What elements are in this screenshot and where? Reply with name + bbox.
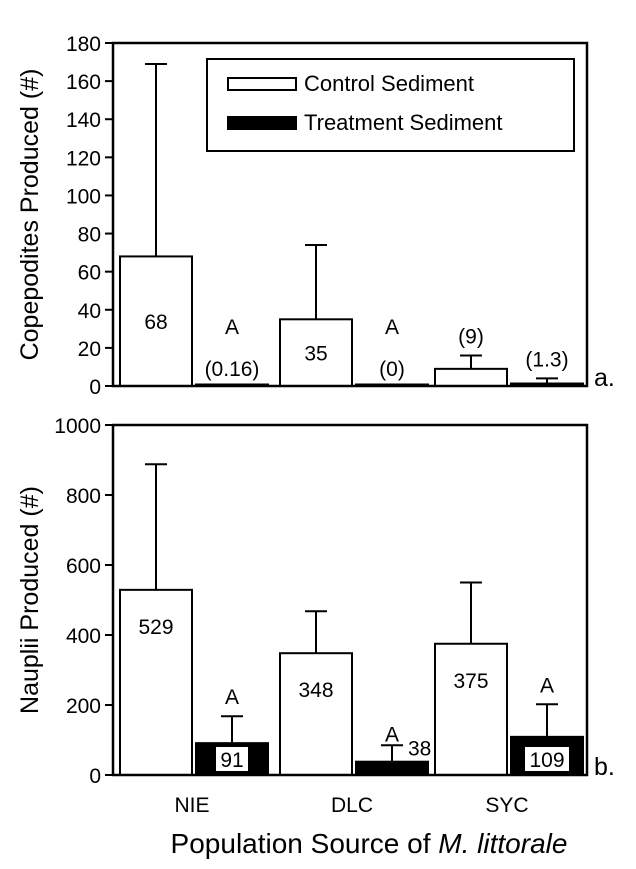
panel-label: b.: [594, 753, 615, 781]
significance-letter: A: [225, 686, 239, 709]
bar-value-label: 348: [298, 679, 333, 702]
control-bar: [434, 367, 508, 388]
x-axis-title: Population Source of M. littorale: [171, 828, 568, 859]
control-bar: [279, 652, 353, 777]
y-tick-label: 0: [89, 376, 101, 399]
plot-frame: [111, 41, 589, 388]
y-tick-label: 20: [78, 338, 101, 361]
bar-value-label: 35: [304, 343, 327, 366]
panel-a: 0 20 40 60 80 100 120 140 160 180 Copepodites Prod…: [16, 33, 615, 399]
bar-value-box: [525, 747, 569, 771]
significance-letter: A: [385, 723, 399, 746]
y-tick-label: 200: [66, 695, 101, 718]
y-tick-label: 100: [66, 185, 101, 208]
y-tick-label: 140: [66, 109, 101, 132]
legend: Control Sediment Treatment Sediment: [206, 58, 575, 152]
control-bar: [119, 255, 193, 387]
panel-label: a.: [594, 364, 615, 392]
bar-value-label: 375: [453, 670, 488, 693]
bar-value-label: (1.3): [525, 348, 568, 371]
control-bar: [434, 642, 508, 776]
bar-value-label: (9): [458, 326, 484, 349]
y-tick-label: 0: [89, 765, 101, 788]
x-category-label: DLC: [331, 794, 373, 817]
legend-box: [206, 58, 575, 152]
significance-letter: A: [540, 674, 554, 697]
treatment-bar: [355, 760, 429, 777]
y-tick-label: 180: [66, 33, 101, 56]
legend-label: Treatment Sediment: [304, 110, 503, 135]
control-bar: [119, 588, 193, 776]
y-tick-label: 600: [66, 555, 101, 578]
bar-value-label: 68: [144, 311, 167, 334]
legend-swatch: [227, 77, 297, 91]
bar-value-box: [216, 747, 248, 771]
y-tick-label: 800: [66, 485, 101, 508]
bar-value-label: 109: [529, 749, 564, 772]
bar-value-label: (0.16): [205, 358, 260, 381]
significance-letter: A: [225, 316, 239, 339]
x-category-label: NIE: [174, 794, 209, 817]
control-bar: [279, 318, 353, 387]
panel-b: 0 200 400 600 800 1000 Nauplii Produced (#) 529…: [16, 415, 615, 788]
x-category-label: SYC: [485, 794, 528, 817]
y-tick-label: 40: [78, 300, 101, 323]
significance-letter: A: [385, 316, 399, 339]
y-tick-label: 400: [66, 625, 101, 648]
legend-label: Control Sediment: [304, 71, 474, 96]
bar-value-label: 38: [408, 738, 431, 761]
plot-frame: [111, 423, 589, 777]
y-tick-label: 160: [66, 71, 101, 94]
bar-value-label: 529: [138, 616, 173, 639]
y-axis-title: Nauplii Produced (#): [16, 486, 44, 714]
y-tick-label: 60: [78, 262, 101, 285]
y-axis-title: Copepodites Produced (#): [16, 69, 44, 361]
bar-value-label: (0): [379, 358, 405, 381]
legend-swatch: [227, 116, 297, 130]
y-tick-label: 1000: [54, 415, 101, 438]
y-tick-label: 80: [78, 224, 101, 247]
x-axis-title-prefix: Population Source of: [171, 828, 439, 859]
x-axis-category-labels: NIE DLC SYC: [174, 794, 528, 817]
y-tick-label: 120: [66, 147, 101, 170]
bar-value-label: 91: [220, 749, 243, 772]
x-axis-title-species: M. littorale: [438, 828, 567, 859]
